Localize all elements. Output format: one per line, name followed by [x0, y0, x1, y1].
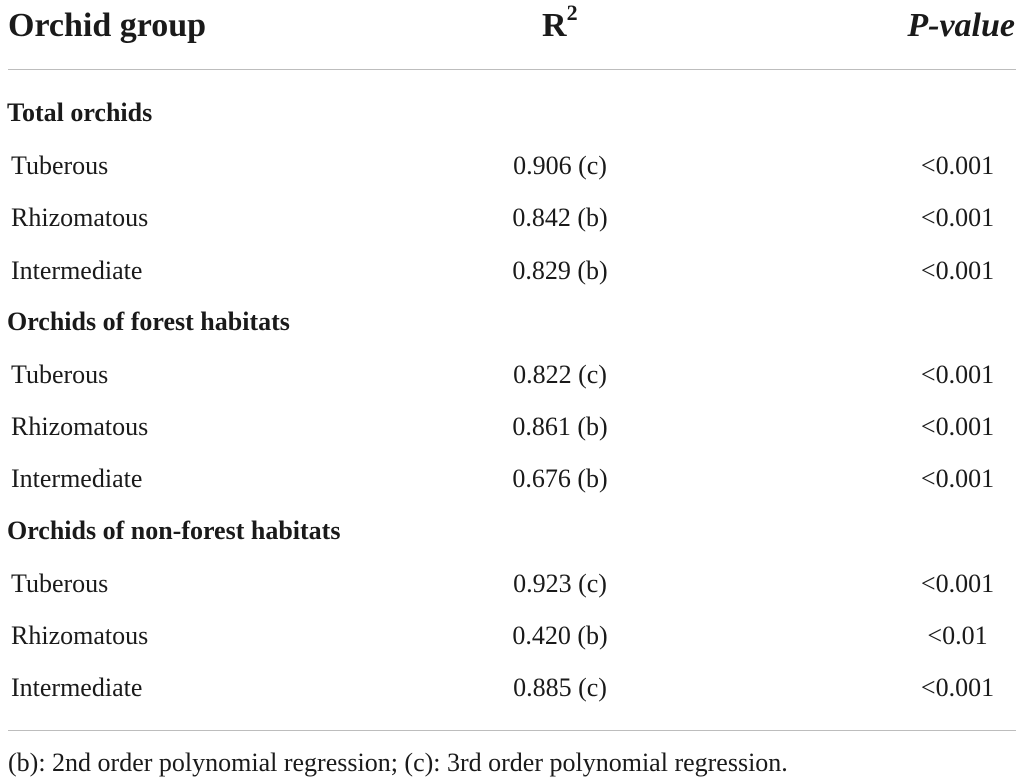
cell-r2: 0.829 (b) [512, 255, 608, 285]
table-body: Total orchids Tuberous 0.906 (c) <0.001 … [0, 88, 1021, 714]
cell-type: Tuberous [11, 359, 109, 389]
cell-type: Tuberous [11, 568, 109, 598]
cell-type: Rhizomatous [11, 620, 149, 650]
cell-r2: 0.906 (c) [513, 151, 607, 181]
table-row: Rhizomatous 0.861 (b) <0.001 [0, 401, 1021, 453]
cell-r2: 0.923 (c) [513, 568, 607, 598]
section-title: Total orchids [7, 98, 153, 127]
cell-type: Intermediate [11, 673, 143, 703]
cell-p-value: <0.001 [920, 203, 995, 233]
cell-p-value: <0.001 [920, 412, 995, 442]
section-title: Orchids of non-forest habitats [7, 515, 341, 545]
cell-type: Rhizomatous [11, 203, 149, 233]
header-rule [8, 69, 1016, 70]
cell-p-value: <0.001 [920, 673, 995, 703]
cell-r2: 0.885 (c) [513, 673, 607, 703]
table-row: Intermediate 0.829 (b) <0.001 [0, 245, 1021, 297]
table-row: Intermediate 0.676 (b) <0.001 [0, 453, 1021, 505]
table-row: Tuberous 0.923 (c) <0.001 [0, 558, 1021, 610]
cell-p-value: <0.001 [920, 464, 995, 494]
cell-r2: 0.676 (b) [512, 464, 608, 494]
cell-r2: 0.822 (c) [513, 359, 607, 389]
section-header: Total orchids [0, 88, 1021, 140]
cell-p-value: <0.001 [920, 151, 995, 181]
table-footnote: (b): 2nd order polynomial regression; (c… [8, 748, 788, 777]
cell-type: Intermediate [11, 464, 143, 494]
cell-p-value: <0.001 [920, 255, 995, 285]
cell-type: Rhizomatous [11, 412, 149, 442]
section-header: Orchids of forest habitats [0, 297, 1021, 349]
table-row: Rhizomatous 0.420 (b) <0.01 [0, 610, 1021, 662]
column-header-orchid-group: Orchid group [8, 7, 207, 44]
table-row: Intermediate 0.885 (c) <0.001 [0, 662, 1021, 714]
table-row: Rhizomatous 0.842 (b) <0.001 [0, 192, 1021, 244]
r2-label: R [542, 7, 567, 44]
cell-r2: 0.420 (b) [512, 620, 608, 650]
table-header: Orchid group R2 P-value [0, 0, 1021, 70]
r2-superscript: 2 [566, 0, 578, 25]
section-title: Orchids of forest habitats [7, 306, 290, 336]
footer-rule [8, 730, 1016, 731]
cell-type: Tuberous [11, 151, 109, 181]
cell-p-value: <0.01 [927, 620, 988, 650]
cell-p-value: <0.001 [920, 568, 995, 598]
cell-r2: 0.842 (b) [512, 203, 608, 233]
table-row: Tuberous 0.822 (c) <0.001 [0, 349, 1021, 401]
cell-r2: 0.861 (b) [512, 412, 608, 442]
column-header-r2: R2 [542, 1, 578, 46]
cell-p-value: <0.001 [920, 359, 995, 389]
table-row: Tuberous 0.906 (c) <0.001 [0, 140, 1021, 192]
cell-type: Intermediate [11, 255, 143, 285]
section-header: Orchids of non-forest habitats [0, 506, 1021, 558]
column-header-p-value: P-value [907, 7, 1015, 44]
